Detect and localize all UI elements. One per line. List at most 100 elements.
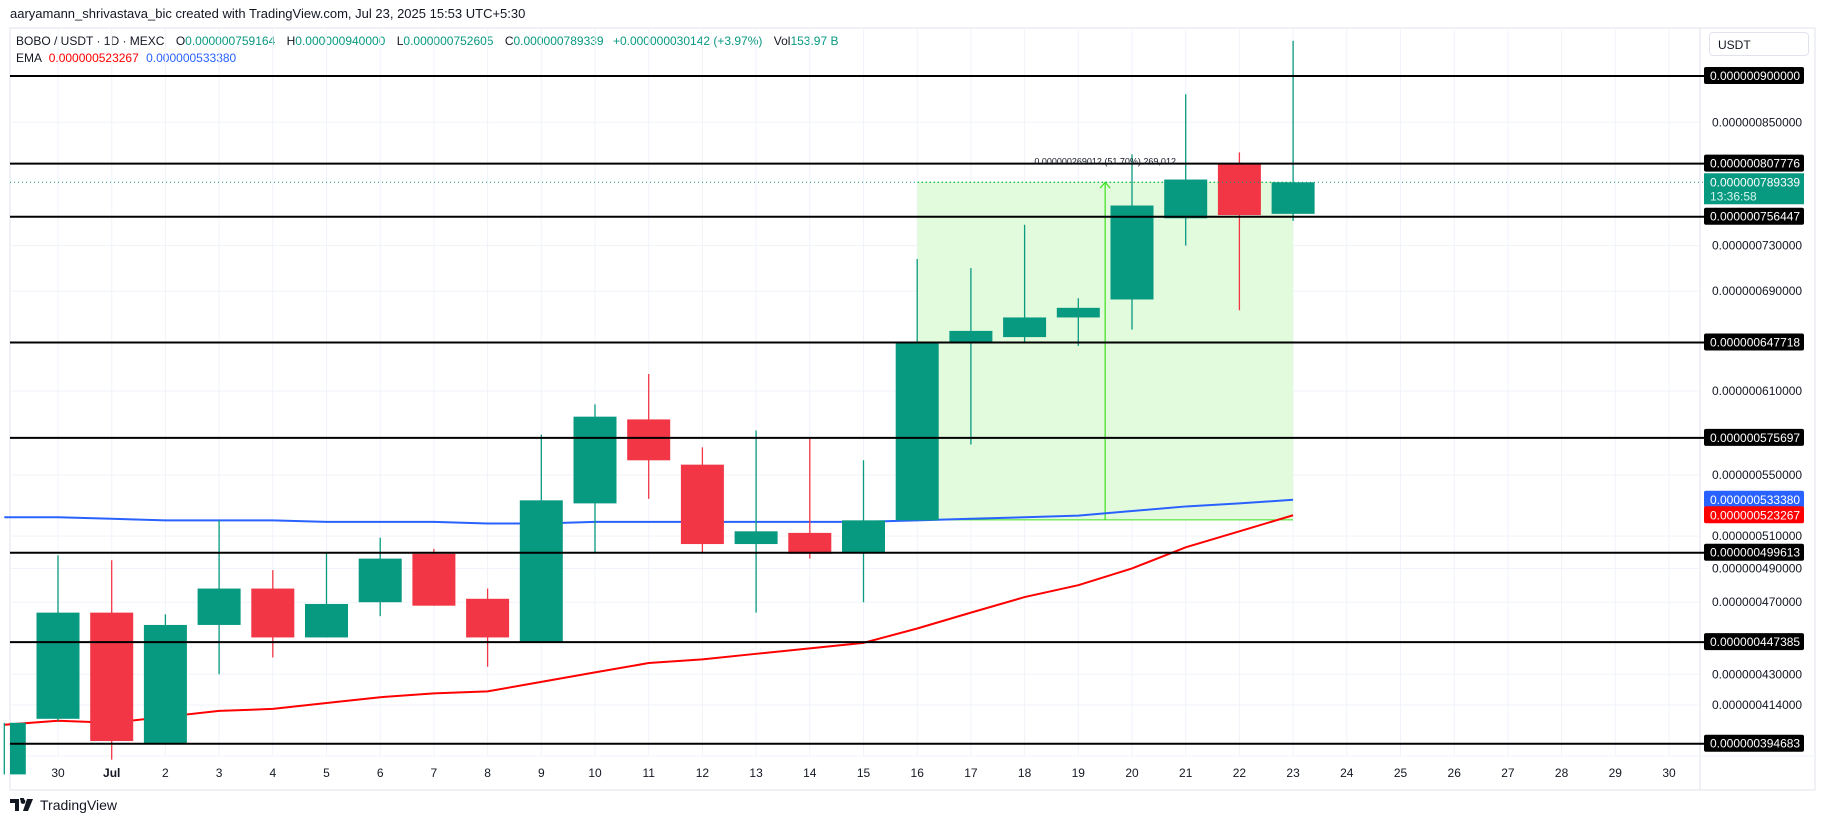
measure-arrow-head-icon — [1099, 181, 1111, 189]
time-axis-label: 18 — [1018, 766, 1032, 780]
high-label: H — [286, 34, 296, 48]
time-axis-label: 22 — [1233, 766, 1247, 780]
price-tick-label: 0.000000550000 — [1712, 468, 1802, 482]
candle[interactable] — [1271, 40, 1315, 221]
tradingview-logo-icon — [10, 798, 33, 811]
candle-body-up — [949, 330, 993, 344]
time-axis-label: 16 — [911, 766, 925, 780]
current-price-tag — [1704, 173, 1804, 205]
close-value: 0.000000789339 — [513, 34, 604, 48]
candle[interactable] — [1164, 94, 1208, 246]
level-price-tag-label: 0.000000807776 — [1710, 157, 1800, 171]
level-price-tag-label: 0.000000447385 — [1710, 635, 1800, 649]
ema-blue-price-tag-label: 0.000000533380 — [1710, 493, 1800, 507]
candle-body-up — [895, 342, 939, 521]
candle-body-down — [680, 464, 724, 545]
level-price-tag-label: 0.000000499613 — [1710, 546, 1800, 560]
bar-countdown: 13:36:58 — [1710, 189, 1757, 203]
price-tick-label: 0.000000510000 — [1712, 529, 1802, 543]
candle[interactable] — [734, 430, 778, 613]
change-value: +0.000000030142 (+3.97%) — [612, 34, 763, 48]
symbol-label[interactable]: BOBO / USDT · 1D · MEXC — [16, 34, 165, 48]
candle-body-up — [10, 722, 26, 775]
ema-blue-value: 0.000000533380 — [146, 51, 237, 65]
candle-body-up — [1271, 182, 1315, 214]
candle[interactable] — [1056, 298, 1100, 346]
candle[interactable] — [1217, 152, 1261, 311]
candle[interactable] — [305, 552, 348, 638]
tradingview-logo: TradingView — [10, 797, 117, 813]
price-tick-label: 0.000000414000 — [1712, 698, 1802, 712]
candle-body-up — [1110, 205, 1154, 300]
candle[interactable] — [949, 268, 993, 445]
candle-body-up — [842, 520, 885, 553]
candle[interactable] — [90, 560, 134, 760]
candle-body-up — [1164, 179, 1208, 219]
low-label: L — [396, 34, 404, 48]
level-price-tag-label: 0.000000756447 — [1710, 210, 1800, 224]
candle[interactable] — [466, 588, 510, 667]
time-axis-label: 30 — [51, 766, 65, 780]
price-tick-label: 0.000000850000 — [1712, 115, 1802, 129]
chart-credit: aaryamann_shrivastava_bic created with T… — [10, 6, 526, 21]
candle-body-up — [358, 558, 402, 603]
tradingview-brand: TradingView — [40, 797, 118, 813]
time-axis-label: 13 — [749, 766, 763, 780]
time-axis-label: 30 — [1662, 766, 1676, 780]
candle[interactable] — [3, 722, 26, 775]
candle[interactable] — [680, 447, 724, 553]
candle-body-down — [90, 612, 134, 741]
low-value: 0.000000752605 — [403, 34, 494, 48]
currency-selector[interactable]: USDT — [1709, 32, 1809, 56]
time-axis-label: 5 — [323, 766, 330, 780]
candle[interactable] — [842, 460, 885, 603]
time-axis-label: 8 — [484, 766, 491, 780]
candle[interactable] — [251, 570, 295, 658]
time-axis-label: 21 — [1179, 766, 1193, 780]
time-axis-label: 24 — [1340, 766, 1354, 780]
candle-body-down — [627, 419, 671, 461]
price-tick-label: 0.000000470000 — [1712, 595, 1802, 609]
level-price-tag — [1704, 633, 1804, 651]
ema-legend[interactable]: EMA 0.000000523267 0.000000533380 — [16, 51, 236, 65]
level-price-tag-label: 0.000000647718 — [1710, 335, 1800, 349]
level-price-tag — [1704, 207, 1804, 225]
candle[interactable] — [358, 537, 402, 617]
level-price-tag — [1704, 428, 1804, 446]
candle[interactable] — [895, 258, 939, 521]
measure-label: 0.000000269012 (51.70%) 269,012 — [1034, 156, 1176, 166]
volume-value: 153.97 B — [790, 34, 839, 48]
level-price-tag — [1704, 543, 1804, 561]
price-tick-label: 0.000000730000 — [1712, 239, 1802, 253]
candle[interactable] — [1003, 224, 1047, 344]
time-axis-label: 4 — [269, 766, 276, 780]
candle-body-up — [573, 416, 617, 504]
time-axis-label: 14 — [803, 766, 817, 780]
candle-body-down — [788, 532, 832, 554]
candle-body-down — [251, 588, 295, 638]
price-tick-label: 0.000000490000 — [1712, 561, 1802, 575]
candle[interactable] — [1110, 154, 1154, 330]
level-price-tag — [1704, 734, 1804, 752]
high-value: 0.000000940000 — [295, 34, 386, 48]
ema-label: EMA — [16, 51, 42, 65]
ema-red-value: 0.000000523267 — [48, 51, 139, 65]
candle[interactable] — [788, 437, 832, 559]
time-axis-label: 15 — [857, 766, 871, 780]
candle[interactable] — [143, 614, 187, 744]
candle-body-up — [305, 603, 348, 638]
candle-body-up — [36, 612, 80, 719]
ema-red-price-tag — [1704, 506, 1804, 524]
ema-red-price-tag-label: 0.000000523267 — [1710, 508, 1800, 522]
time-axis-label: 28 — [1555, 766, 1569, 780]
price-tick-label: 0.000000430000 — [1712, 667, 1802, 681]
time-axis-label: Jul — [103, 766, 120, 780]
candle[interactable] — [573, 404, 617, 553]
candle[interactable] — [36, 555, 80, 721]
candle[interactable] — [519, 434, 563, 643]
time-axis-label: 6 — [377, 766, 384, 780]
candle[interactable] — [197, 520, 241, 675]
candle[interactable] — [412, 548, 456, 606]
candle[interactable] — [627, 373, 671, 499]
